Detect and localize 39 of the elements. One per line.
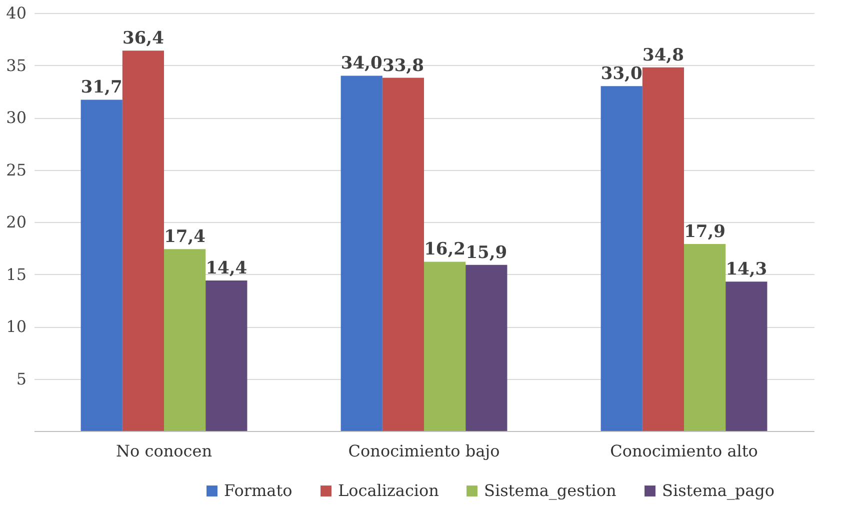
- x-tick-label: Conocimiento bajo: [348, 442, 500, 460]
- legend-label: Formato: [224, 481, 292, 500]
- data-label: 14,4: [206, 258, 248, 279]
- y-tick-label: 20: [6, 212, 26, 232]
- y-tick-label: 40: [6, 4, 26, 22]
- bar: [340, 76, 382, 431]
- y-tick-label: 15: [6, 264, 26, 284]
- data-label: 33,0: [600, 64, 642, 84]
- legend-label: Sistema_gestion: [484, 481, 616, 500]
- bar: [600, 86, 642, 431]
- data-label: 36,4: [122, 28, 164, 49]
- legend-label: Sistema_pago: [662, 481, 775, 500]
- bar: [80, 100, 122, 431]
- data-label: 33,8: [382, 56, 424, 76]
- data-label: 17,4: [164, 227, 206, 248]
- bar: [206, 280, 248, 431]
- data-label: 31,7: [80, 78, 122, 98]
- bar: [642, 67, 684, 431]
- data-label: 34,0: [340, 54, 382, 74]
- bar: [466, 264, 508, 431]
- legend-label: Localizacion: [338, 481, 439, 500]
- y-tick-label: 35: [6, 56, 26, 75]
- data-label: 17,9: [684, 222, 726, 242]
- y-tick-label: 30: [6, 108, 26, 127]
- data-label: 34,8: [642, 45, 684, 66]
- bar: [164, 249, 206, 431]
- y-tick-label: 10: [6, 317, 26, 336]
- bar: [382, 78, 424, 431]
- bar: [726, 282, 768, 431]
- y-tick-label: 25: [6, 160, 26, 180]
- data-label: 14,3: [726, 260, 768, 280]
- y-tick-label: 5: [16, 369, 26, 388]
- data-label: 15,9: [466, 242, 508, 263]
- bar: [122, 50, 164, 431]
- data-label: 16,2: [424, 240, 466, 260]
- bar: [684, 244, 726, 431]
- x-tick-label: Conocimiento alto: [610, 442, 758, 460]
- x-tick-label: No conocen: [116, 442, 212, 460]
- bar: [424, 262, 466, 431]
